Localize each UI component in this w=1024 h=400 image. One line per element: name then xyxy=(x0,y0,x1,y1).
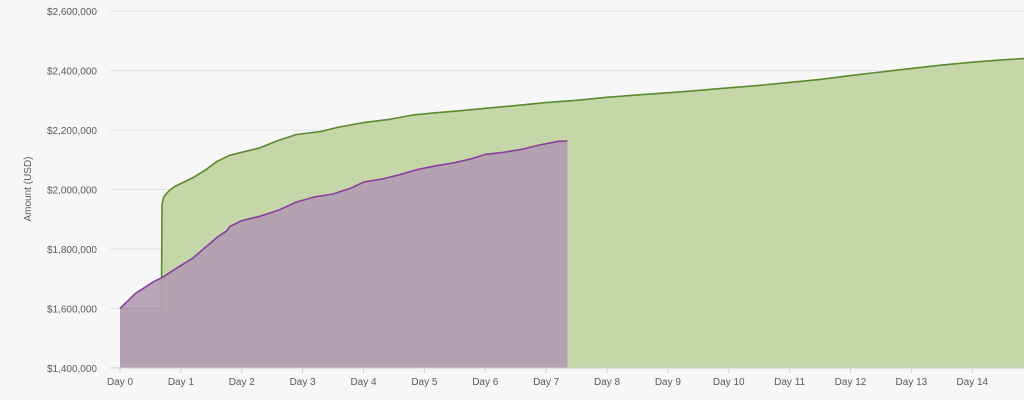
y-axis-title: Amount (USD) xyxy=(23,156,34,221)
x-tick-label: Day 1 xyxy=(168,377,195,388)
x-tick-label: Day 14 xyxy=(956,377,988,388)
x-tick-label: Day 13 xyxy=(896,377,928,388)
y-tick-label: $2,400,000 xyxy=(47,67,97,78)
x-tick-label: Day 4 xyxy=(350,377,377,388)
y-tick-label: $1,400,000 xyxy=(47,364,97,375)
x-tick-label: Day 7 xyxy=(533,377,560,388)
x-tick-label: Day 12 xyxy=(835,377,867,388)
y-tick-label: $2,000,000 xyxy=(47,186,97,197)
x-tick-label: Day 10 xyxy=(713,377,745,388)
x-tick-label: Day 3 xyxy=(290,377,317,388)
x-axis-ticks: Day 0 Day 1 Day 2 Day 3 Day 4 Day 5 Day 6 Day 7… xyxy=(107,367,1024,388)
y-tick-label: $1,800,000 xyxy=(47,245,97,256)
series-layer xyxy=(119,57,1024,368)
x-tick-label: Day 0 xyxy=(107,377,134,388)
y-tick-label: $2,200,000 xyxy=(47,126,97,137)
y-tick-label: $1,600,000 xyxy=(47,305,97,316)
y-tick-label: $2,600,000 xyxy=(47,7,97,18)
x-tick-label: Day 2 xyxy=(229,377,256,388)
series-1-area xyxy=(120,141,568,368)
series-0-line[interactable] xyxy=(120,57,1024,310)
x-tick-label: Day 11 xyxy=(774,377,805,388)
series-1-line[interactable] xyxy=(119,140,568,310)
x-tick-label: Day 5 xyxy=(411,377,438,388)
x-tick-label: Day 6 xyxy=(472,377,499,388)
x-tick-label: Day 8 xyxy=(594,377,621,388)
x-tick-label: Day 9 xyxy=(655,377,682,388)
y-axis-ticks: $1,400,000 $1,600,000 $1,800,000 $2,000,000… xyxy=(47,7,97,375)
